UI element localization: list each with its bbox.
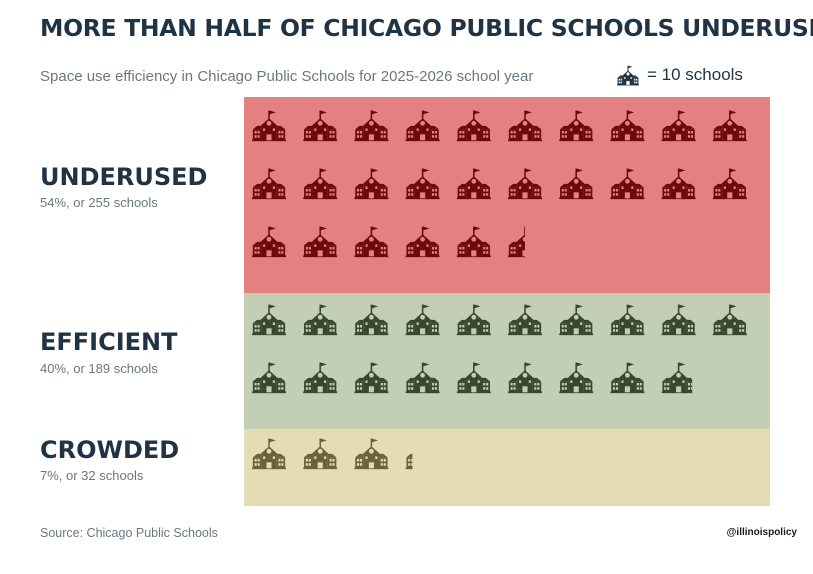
school-icon-underused-21 bbox=[252, 226, 286, 258]
school-icon-underused-4 bbox=[405, 110, 440, 142]
school-icon-efficient-18 bbox=[610, 362, 645, 394]
school-icon-efficient-17 bbox=[559, 362, 594, 394]
school-icon-underused-11 bbox=[252, 168, 286, 200]
school-icon-efficient-1 bbox=[252, 304, 286, 336]
school-icon-efficient-13 bbox=[354, 362, 389, 394]
legend: = 10 schools bbox=[617, 64, 743, 86]
school-icon-efficient-9 bbox=[661, 304, 696, 336]
school-icon-efficient-2 bbox=[303, 304, 338, 336]
school-icon-efficient-5 bbox=[456, 304, 491, 336]
school-icon-underused-7 bbox=[559, 110, 594, 142]
category-label-underused: 54%, or 255 schools bbox=[40, 195, 158, 210]
school-icon-crowded-3 bbox=[354, 438, 389, 470]
school-icon-underused-14 bbox=[405, 168, 440, 200]
category-label-efficient: 40%, or 189 schools bbox=[40, 361, 158, 376]
school-icon-underused-9 bbox=[661, 110, 696, 142]
school-icon-underused-23 bbox=[354, 226, 389, 258]
category-name-efficient: EFFICIENT bbox=[40, 328, 178, 356]
school-icon-underused-6 bbox=[508, 110, 542, 142]
school-icon-underused-1 bbox=[252, 110, 286, 142]
school-icon-efficient-11 bbox=[252, 362, 286, 394]
school-icon-underused-15 bbox=[456, 168, 491, 200]
school-icon-underused-25 bbox=[456, 226, 491, 258]
panel-efficient bbox=[244, 293, 770, 429]
school-icon-underused-16 bbox=[508, 168, 542, 200]
chart-title: MORE THAN HALF OF CHICAGO PUBLIC SCHOOLS… bbox=[40, 14, 813, 42]
school-icon-underused-5 bbox=[456, 110, 491, 142]
school-icon-underused-17 bbox=[559, 168, 594, 200]
school-icon-efficient-3 bbox=[354, 304, 389, 336]
school-icon-underused-20 bbox=[712, 168, 747, 200]
school-icon-underused-13 bbox=[354, 168, 389, 200]
school-icon bbox=[617, 65, 639, 86]
category-name-underused: UNDERUSED bbox=[40, 163, 208, 191]
school-icon-underused-3 bbox=[354, 110, 389, 142]
social-handle: @illinoispolicy bbox=[726, 527, 797, 538]
school-icon-underused-18 bbox=[610, 168, 645, 200]
school-icon-efficient-12 bbox=[303, 362, 338, 394]
school-icon-underused-19 bbox=[661, 168, 696, 200]
school-icon-efficient-4 bbox=[405, 304, 440, 336]
school-icon-underused-10 bbox=[712, 110, 747, 142]
chart-subtitle: Space use efficiency in Chicago Public S… bbox=[40, 68, 534, 85]
school-icon-efficient-16 bbox=[508, 362, 542, 394]
category-name-crowded: CROWDED bbox=[40, 436, 180, 464]
source-note: Source: Chicago Public Schools bbox=[40, 526, 218, 540]
school-icon-efficient-7 bbox=[559, 304, 594, 336]
school-icon-efficient-6 bbox=[508, 304, 542, 336]
school-icon-crowded-4 bbox=[405, 453, 413, 470]
school-icon-efficient-8 bbox=[610, 304, 645, 336]
school-icon-underused-26 bbox=[508, 226, 526, 258]
school-icon-underused-2 bbox=[303, 110, 338, 142]
category-label-crowded: 7%, or 32 schools bbox=[40, 468, 144, 483]
school-icon-efficient-14 bbox=[405, 362, 440, 394]
school-icon-efficient-10 bbox=[712, 304, 747, 336]
school-icon-efficient-15 bbox=[456, 362, 491, 394]
school-icon-crowded-1 bbox=[252, 438, 286, 470]
school-icon-efficient-19 bbox=[661, 362, 693, 394]
legend-text: = 10 schools bbox=[647, 65, 743, 84]
school-icon-underused-22 bbox=[303, 226, 338, 258]
school-icon-underused-8 bbox=[610, 110, 645, 142]
school-icon-underused-24 bbox=[405, 226, 440, 258]
school-icon-underused-12 bbox=[303, 168, 338, 200]
school-icon-crowded-2 bbox=[303, 438, 338, 470]
